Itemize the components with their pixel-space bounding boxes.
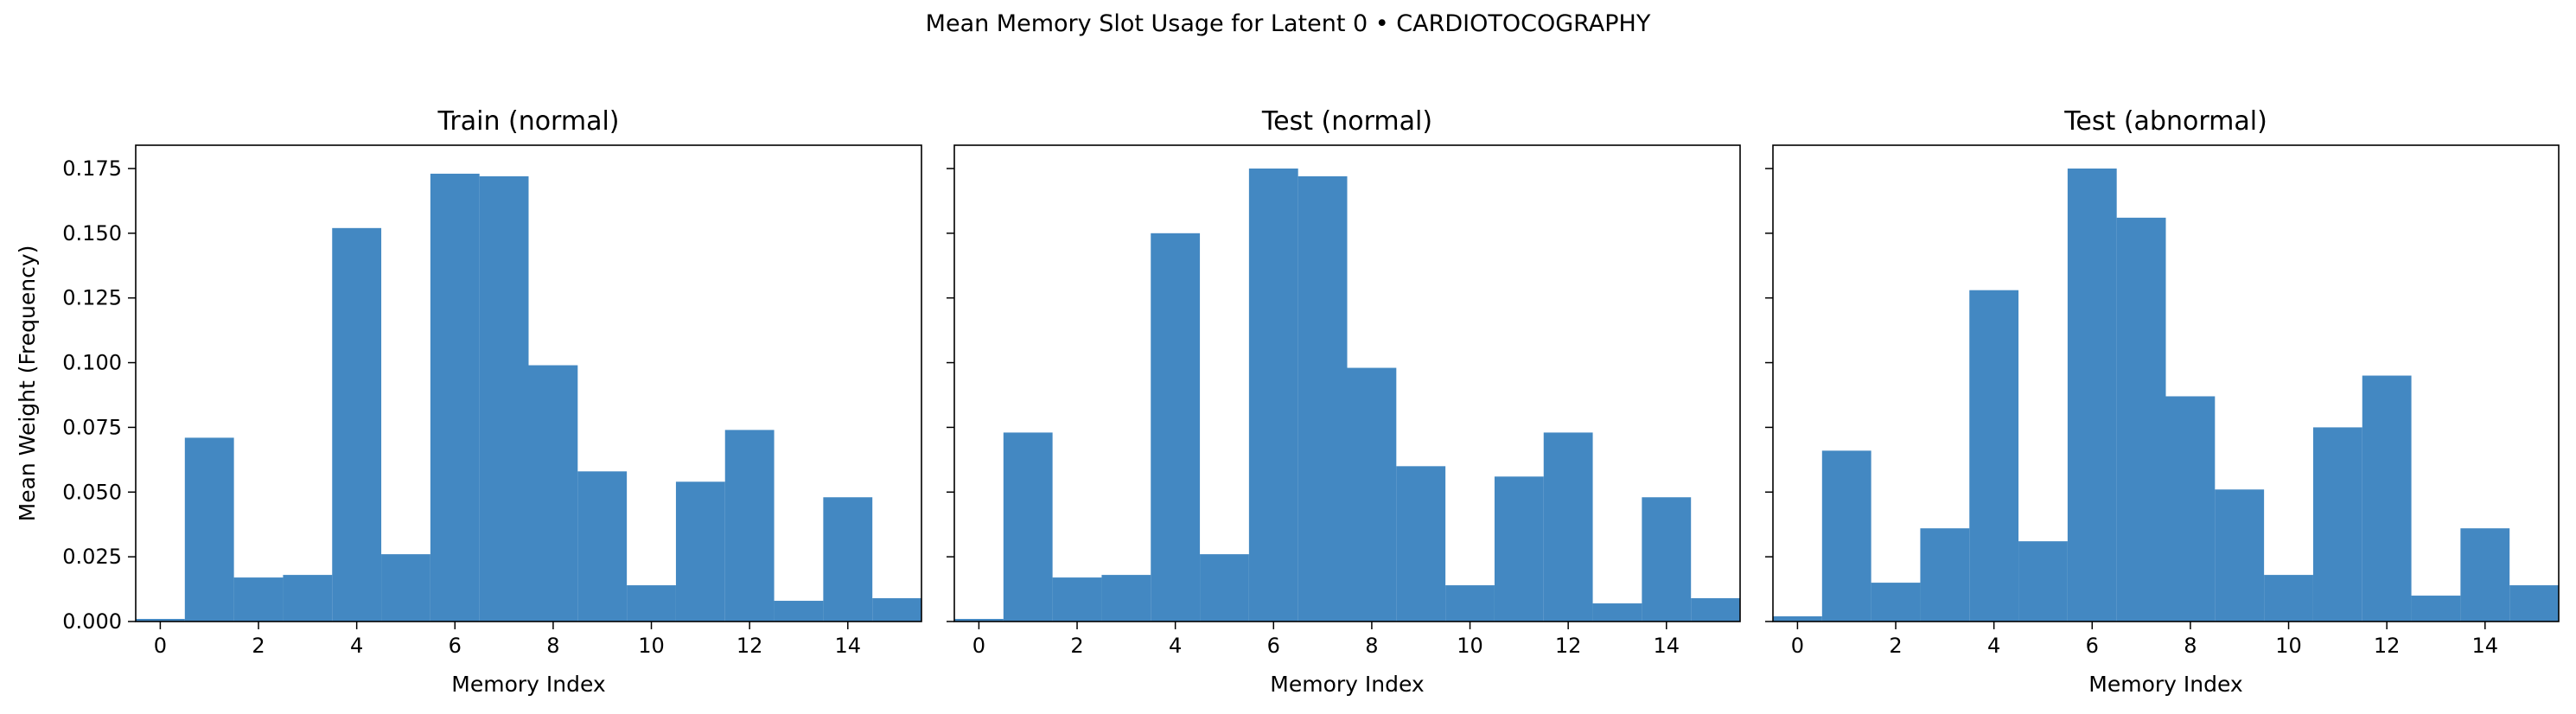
x-tick-label: 2 <box>1070 634 1083 658</box>
y-tick-label: 0.175 <box>62 156 122 181</box>
bar-11 <box>2312 427 2362 622</box>
x-tick-label: 6 <box>2086 634 2099 658</box>
bar-3 <box>1920 528 1970 622</box>
y-tick-label: 0.050 <box>62 480 122 504</box>
bar-1 <box>184 437 234 622</box>
y-tick-label: 0.125 <box>62 286 122 310</box>
x-tick-label: 8 <box>546 634 559 658</box>
x-tick-label: 6 <box>449 634 462 658</box>
bar-11 <box>1494 476 1544 622</box>
bar-10 <box>2264 575 2313 622</box>
panel-title: Train (normal) <box>437 106 619 137</box>
figure-suptitle: Mean Memory Slot Usage for Latent 0 • CA… <box>925 10 1651 37</box>
panel-title: Test (normal) <box>1261 106 1432 137</box>
bar-7 <box>1298 175 1348 622</box>
bar-1 <box>1003 432 1053 622</box>
axes-frame <box>953 144 1741 622</box>
bar-3 <box>283 575 333 622</box>
bar-15 <box>2509 585 2559 622</box>
bar-15 <box>872 598 921 622</box>
y-tick-label: 0.025 <box>62 545 122 569</box>
bar-9 <box>577 471 628 622</box>
y-tick-label: 0.000 <box>62 609 122 634</box>
bar-9 <box>2215 489 2265 622</box>
panel-test-abnormal: 0 2 4 6 8 10 12 14 Test (abnormal) Memory Index <box>1765 106 2560 697</box>
x-tick-label: 12 <box>2374 634 2401 658</box>
x-tick-label: 2 <box>252 634 265 658</box>
x-tick-label: 0 <box>972 634 985 658</box>
x-tick-label: 4 <box>1169 634 1182 658</box>
bar-12 <box>1543 432 1593 622</box>
bar-5 <box>2018 541 2068 622</box>
bar-1 <box>1821 450 1871 622</box>
axes-frame <box>1772 144 2560 622</box>
panel-title: Test (abnormal) <box>2063 106 2267 137</box>
x-tick-label: 6 <box>1267 634 1280 658</box>
bar-6 <box>430 173 480 622</box>
bar-14 <box>2460 528 2510 622</box>
panel-test-normal: 0 2 4 6 8 10 12 14 Test (normal) Memory Index <box>947 106 1741 697</box>
x-axis-label: Memory Index <box>2088 672 2242 697</box>
bar-10 <box>1445 585 1495 622</box>
x-tick-label: 10 <box>638 634 665 658</box>
bar-6 <box>2067 168 2117 622</box>
bar-9 <box>1396 466 1446 622</box>
bar-13 <box>2411 596 2461 622</box>
x-tick-label: 2 <box>1889 634 1902 658</box>
y-tick-label: 0.100 <box>62 351 122 375</box>
bar-10 <box>627 585 676 622</box>
x-tick-label: 0 <box>154 634 167 658</box>
bar-8 <box>528 365 578 622</box>
bar-12 <box>2362 375 2412 622</box>
bar-12 <box>724 430 775 622</box>
bar-3 <box>1101 575 1151 622</box>
bar-13 <box>1592 603 1642 622</box>
x-tick-label: 10 <box>2275 634 2302 658</box>
bar-2 <box>233 577 284 622</box>
x-axis-label: Memory Index <box>1270 672 1424 697</box>
x-tick-label: 12 <box>736 634 763 658</box>
bar-11 <box>675 481 725 622</box>
bar-4 <box>1969 290 2019 622</box>
y-tick-label: 0.150 <box>62 221 122 245</box>
y-tick-label: 0.075 <box>62 415 122 439</box>
panel-train-normal: 0 2 4 6 8 10 12 14 0.000 0.025 0.050 0.075 0.100 0.12… <box>15 106 922 697</box>
bar-0 <box>136 619 185 622</box>
bar-2 <box>1871 583 1921 622</box>
x-axis-label: Memory Index <box>451 672 605 697</box>
bar-0 <box>954 619 1004 622</box>
bar-4 <box>1151 233 1201 622</box>
bar-14 <box>823 497 873 622</box>
bar-0 <box>1773 616 1822 622</box>
x-tick-label: 0 <box>1791 634 1804 658</box>
x-tick-label: 8 <box>2184 634 2197 658</box>
x-tick-label: 4 <box>350 634 363 658</box>
bar-15 <box>1691 598 1740 622</box>
y-axis-label: Mean Weight (Frequency) <box>15 245 40 522</box>
x-tick-label: 10 <box>1457 634 1483 658</box>
bar-8 <box>1347 367 1397 622</box>
bar-13 <box>774 601 824 622</box>
bar-8 <box>2165 396 2216 622</box>
bar-7 <box>479 175 529 622</box>
bar-5 <box>381 554 430 622</box>
x-tick-label: 12 <box>1555 634 1582 658</box>
x-tick-label: 14 <box>835 634 862 658</box>
x-tick-label: 14 <box>1654 634 1680 658</box>
x-tick-label: 14 <box>2472 634 2499 658</box>
bar-5 <box>1200 554 1249 622</box>
axes-frame <box>135 144 922 622</box>
bar-2 <box>1052 577 1102 622</box>
bar-6 <box>1248 168 1298 622</box>
bar-14 <box>1642 497 1692 622</box>
x-tick-label: 8 <box>1365 634 1378 658</box>
x-tick-label: 4 <box>1987 634 2000 658</box>
bar-4 <box>332 227 382 622</box>
bar-7 <box>2116 217 2166 622</box>
